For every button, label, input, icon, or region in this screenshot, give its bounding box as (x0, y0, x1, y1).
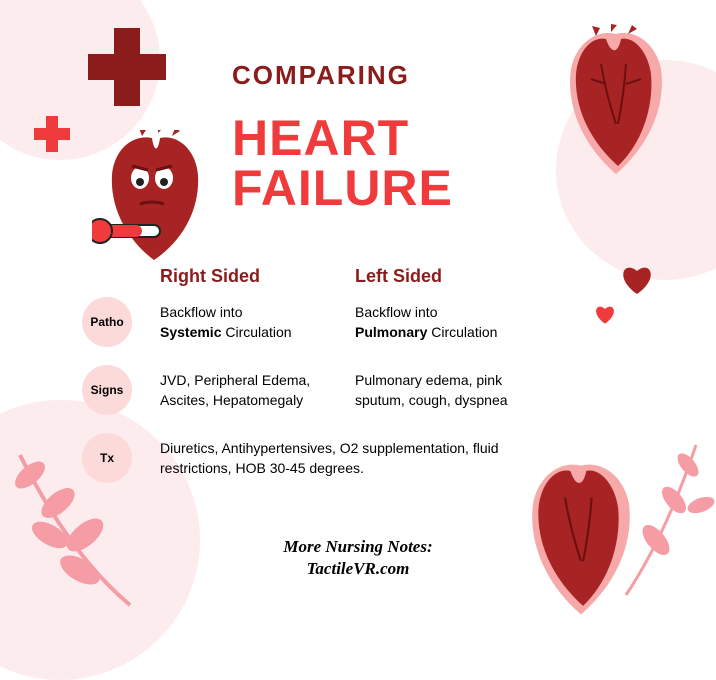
col-header-right: Right Sided (160, 266, 355, 287)
anatomical-heart-icon (546, 24, 686, 189)
footer-text: More Nursing Notes: TactileVR.com (0, 536, 716, 580)
sick-heart-icon (92, 130, 222, 275)
medical-cross-small-icon (34, 116, 70, 152)
heart-small-icon (620, 264, 654, 299)
row-label-tx: Tx (82, 433, 132, 483)
title-comparing: COMPARING (232, 60, 453, 91)
title-line1: HEART (232, 113, 453, 163)
row-label-patho: Patho (82, 297, 132, 347)
col-header-left: Left Sided (355, 266, 555, 287)
cell-signs-right: JVD, Peripheral Edema, Ascites, Hepatome… (160, 365, 355, 410)
heart-tiny-icon (594, 304, 616, 329)
column-headers: Right Sided Left Sided (160, 266, 582, 287)
title-heart-failure: HEART FAILURE (232, 113, 453, 213)
title-line2: FAILURE (232, 163, 453, 213)
row-signs: Signs JVD, Peripheral Edema, Ascites, He… (82, 365, 582, 415)
cell-patho-right: Backflow into Systemic Circulation (160, 297, 355, 342)
title-block: COMPARING HEART FAILURE (232, 60, 453, 213)
row-label-signs: Signs (82, 365, 132, 415)
comparison-table: Right Sided Left Sided Patho Backflow in… (82, 266, 582, 501)
footer-line2: TactileVR.com (0, 558, 716, 580)
cell-signs-left: Pulmonary edema, pink sputum, cough, dys… (355, 365, 555, 410)
row-patho: Patho Backflow into Systemic Circulation… (82, 297, 582, 347)
footer-line1: More Nursing Notes: (0, 536, 716, 558)
leaf-right-icon (606, 425, 716, 610)
row-tx: Tx Diuretics, Antihypertensives, O2 supp… (82, 433, 582, 483)
cell-tx-full: Diuretics, Antihypertensives, O2 supplem… (160, 433, 560, 478)
cell-patho-left: Backflow into Pulmonary Circulation (355, 297, 555, 342)
medical-cross-icon (88, 28, 166, 106)
